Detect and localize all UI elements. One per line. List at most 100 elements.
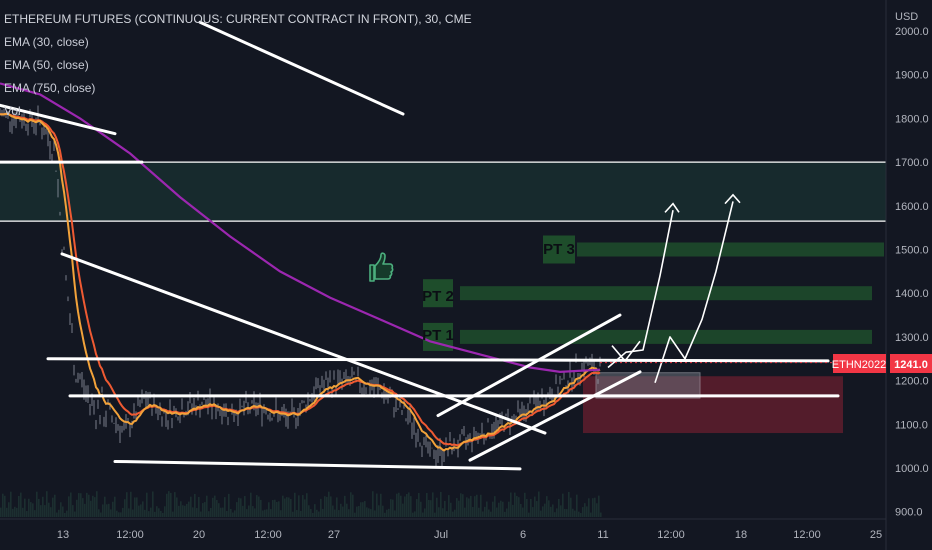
- projection-path-1: [607, 210, 674, 369]
- volume-bar: [190, 496, 192, 517]
- drawings[interactable]: [0, 20, 886, 471]
- legend-ema50[interactable]: EMA (50, close): [4, 58, 89, 72]
- volume-bar: [148, 511, 150, 517]
- volume-bar: [474, 496, 476, 517]
- last-price-text: 1241.0: [894, 359, 928, 371]
- volume-bar: [360, 502, 362, 517]
- volume-bar: [24, 498, 26, 517]
- currency-label: USD: [895, 11, 918, 23]
- volume-bar: [236, 502, 238, 517]
- volume-bar: [528, 512, 530, 517]
- volume-bar: [398, 492, 400, 517]
- volume-bar: [108, 503, 110, 517]
- volume-bar: [86, 492, 88, 517]
- volume-bar: [428, 499, 430, 517]
- volume-bar: [406, 493, 408, 517]
- volume-bar: [396, 493, 398, 517]
- volume-bar: [242, 505, 244, 517]
- volume-bar: [572, 508, 574, 517]
- volume-bar: [518, 497, 520, 517]
- volume-bar: [250, 492, 252, 517]
- chart-legend: ETHEREUM FUTURES (CONTINUOUS: CURRENT CO…: [4, 8, 472, 123]
- volume-bar: [304, 499, 306, 517]
- volume-bar: [330, 496, 332, 517]
- price-axis[interactable]: USD 2000.0 1900.0 1800.0 1700.0 1600.0 1500.0…: [885, 0, 929, 550]
- pt2-label-bg: [423, 279, 453, 308]
- price-tick-label: 900.0: [895, 507, 923, 519]
- pt3-label-bg: [543, 235, 575, 264]
- volume-bar: [26, 511, 28, 517]
- volume-bar: [102, 504, 104, 517]
- volume-bar: [154, 511, 156, 517]
- legend-ema30[interactable]: EMA (30, close): [4, 35, 89, 49]
- volume-bar: [18, 495, 20, 517]
- volume-bar: [182, 505, 184, 517]
- volume-bar: [390, 499, 392, 517]
- volume-bar: [28, 498, 30, 517]
- volume-bar: [536, 501, 538, 517]
- volume-bar: [272, 500, 274, 517]
- volume-bar: [4, 495, 6, 517]
- legend-ema750[interactable]: EMA (750, close): [4, 81, 96, 95]
- volume-bar: [38, 498, 40, 517]
- volume-bar: [508, 501, 510, 517]
- volume-bar: [384, 512, 386, 517]
- volume-bar: [222, 507, 224, 517]
- volume-bar: [576, 494, 578, 517]
- volume-bar: [418, 493, 420, 517]
- volume-bar: [534, 496, 536, 517]
- pt3-zone: [577, 242, 884, 257]
- volume-bar: [424, 508, 426, 517]
- volume-bar: [388, 508, 390, 517]
- volume-bar: [562, 493, 564, 517]
- time-tick-label: 25: [870, 529, 882, 541]
- price-tick-label: 1800.0: [895, 113, 929, 125]
- volume-bar: [442, 508, 444, 517]
- symbol-badge-text: ETHN2022: [832, 359, 886, 371]
- volume-bar: [138, 505, 140, 517]
- volume-bar: [202, 503, 204, 517]
- volume-bar: [284, 498, 286, 517]
- legend-vol[interactable]: Vol: [4, 104, 21, 118]
- volume-bar: [264, 509, 266, 517]
- volume-bar: [452, 511, 454, 517]
- volume-bar: [90, 500, 92, 517]
- volume-bar: [196, 508, 198, 517]
- volume-bar: [512, 504, 514, 517]
- time-tick-label: 13: [57, 529, 69, 541]
- price-tick-label: 1700.0: [895, 157, 929, 169]
- volume-bar: [100, 512, 102, 517]
- volume-bar: [302, 495, 304, 517]
- arrow-head-2: [724, 193, 741, 205]
- volume-bar: [448, 495, 450, 517]
- volume-bar: [0, 507, 2, 517]
- time-axis[interactable]: 13 12:00 20 12:00 27 Jul 6 11 12:00 18 12:00 25: [0, 518, 886, 541]
- volume-bar: [146, 492, 148, 517]
- volume-bar: [472, 507, 474, 517]
- volume-bar: [68, 496, 70, 517]
- trendline-upper-left: [0, 103, 117, 136]
- volume-bar: [200, 511, 202, 517]
- volume-bar: [600, 512, 602, 517]
- price-tick-label: 1300.0: [895, 332, 929, 344]
- price-tick-label: 1900.0: [895, 70, 929, 82]
- trendline-top: [198, 20, 405, 116]
- volume-bar: [156, 506, 158, 517]
- last-price-badge: 1241.0: [890, 354, 932, 373]
- volume-bar: [76, 499, 78, 517]
- volume-bar: [342, 506, 344, 517]
- volume-bar: [10, 491, 12, 517]
- pt3-label: PT 3: [543, 241, 575, 258]
- volume-bar: [462, 494, 464, 517]
- volume-bar: [596, 503, 598, 517]
- volume-bar: [538, 491, 540, 517]
- volume-bar: [316, 509, 318, 517]
- volume-bar: [588, 498, 590, 517]
- volume-bar: [98, 509, 100, 517]
- volume-bar: [254, 508, 256, 517]
- volume-bar: [178, 505, 180, 517]
- volume-bar: [488, 509, 490, 517]
- volume-bar: [400, 495, 402, 517]
